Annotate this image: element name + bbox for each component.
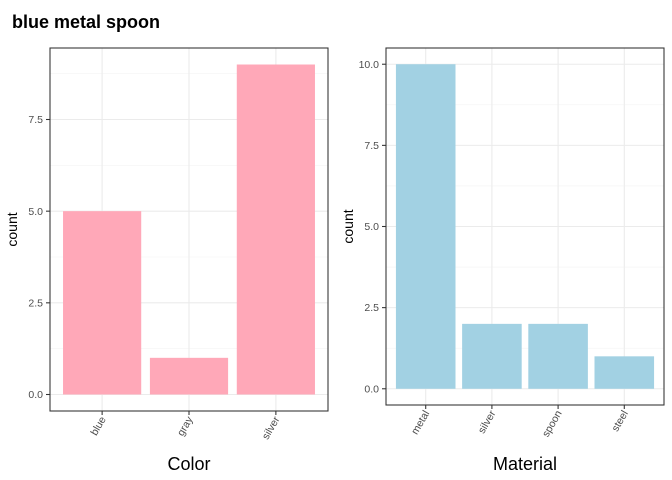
x-tick-label: steel: [609, 409, 630, 434]
y-tick-label: 2.5: [364, 302, 379, 314]
y-axis-title: count: [340, 209, 356, 243]
x-tick-label: metal: [409, 409, 432, 437]
x-axis-title: Material: [493, 454, 557, 474]
bar-blue: [63, 211, 142, 395]
y-tick-label: 5.0: [28, 206, 43, 218]
y-tick-label: 0.0: [28, 389, 43, 401]
y-tick-label: 7.5: [364, 140, 379, 152]
bar-silver: [236, 64, 315, 395]
x-tick-label: silver: [476, 408, 499, 436]
panel-material: 0.0 2.5 5.0 7.5 10.0 metal silver spoon steel Mat…: [340, 47, 665, 474]
y-tick-label: 0.0: [364, 383, 379, 395]
y-tick-label: 2.5: [28, 297, 43, 309]
y-tick-label: 10.0: [359, 59, 380, 71]
y-tick-label: 7.5: [28, 114, 43, 126]
panel-color: 0.0 2.5 5.0 7.5 blue gray silver Color count: [4, 47, 329, 474]
bar-gray: [149, 357, 229, 395]
chart-title: blue metal spoon: [12, 12, 160, 32]
bar-steel: [594, 356, 655, 389]
x-axis-title: Color: [167, 454, 210, 474]
y-axis-title: count: [4, 212, 20, 246]
x-tick-label: blue: [88, 414, 108, 437]
y-tick-label: 5.0: [364, 221, 379, 233]
bar-silver: [462, 323, 522, 389]
x-tick-label: gray: [175, 414, 196, 438]
x-tick-label: silver: [260, 414, 283, 442]
bar-metal: [395, 64, 456, 389]
x-tick-label: spoon: [540, 408, 565, 439]
bar-spoon: [528, 323, 588, 389]
